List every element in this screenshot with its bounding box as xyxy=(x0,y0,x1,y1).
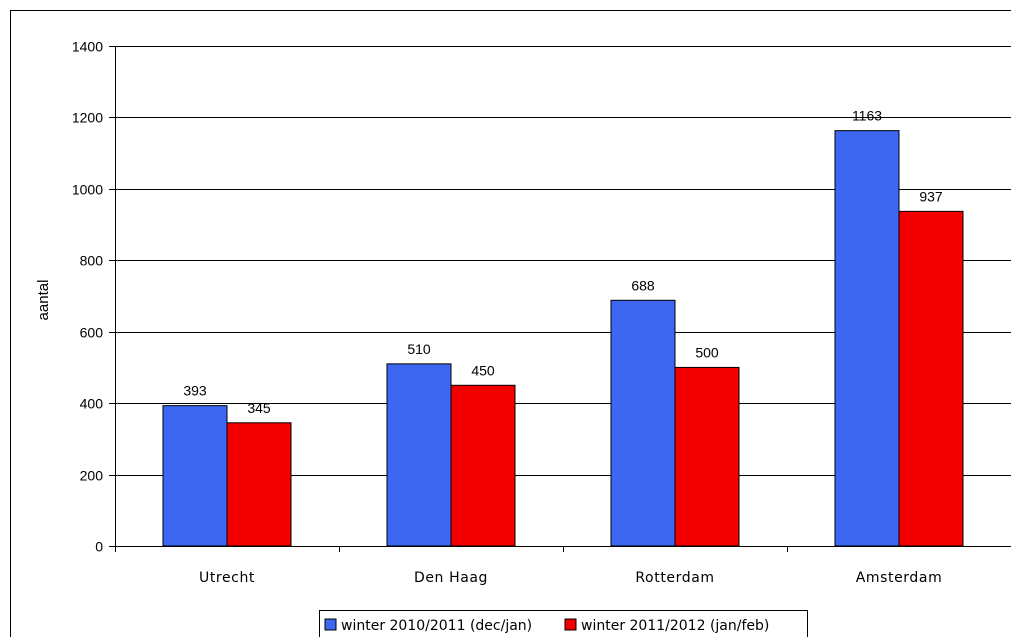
bar xyxy=(834,130,900,547)
data-label: 1163 xyxy=(852,108,882,124)
y-tick-label: 1200 xyxy=(72,110,103,126)
bar xyxy=(610,299,676,547)
y-tick-label: 200 xyxy=(80,468,104,484)
y-axis-title: aantal xyxy=(35,280,52,321)
axes: 0 200 400 600 800 1000 1200 1400 Utrecht Den Haag… xyxy=(72,39,1011,586)
bar xyxy=(226,422,292,547)
y-tick-label: 400 xyxy=(80,396,104,412)
data-label: 937 xyxy=(919,188,943,204)
data-label: 345 xyxy=(247,400,271,416)
data-labels: 393 345 510 450 688 500 1163 937 xyxy=(183,108,943,416)
bar xyxy=(898,210,964,547)
bar xyxy=(674,366,740,547)
bar xyxy=(386,363,452,547)
legend: winter 2010/2011 (dec/jan) winter 2011/20… xyxy=(319,610,808,637)
legend-swatch xyxy=(324,618,337,631)
data-label: 393 xyxy=(183,383,207,399)
data-label: 510 xyxy=(407,341,431,357)
legend-entry: winter 2011/2012 (jan/feb) xyxy=(581,618,769,634)
data-label: 688 xyxy=(631,277,655,293)
bars xyxy=(162,130,964,547)
legend-box xyxy=(319,610,808,637)
y-tick-label: 1400 xyxy=(72,39,103,55)
legend-entry: winter 2010/2011 (dec/jan) xyxy=(341,618,532,634)
data-label: 500 xyxy=(695,344,719,360)
y-tick-label: 1000 xyxy=(72,182,103,198)
x-category-label: Den Haag xyxy=(414,570,488,586)
x-category-label: Rotterdam xyxy=(635,570,714,586)
y-tick-label: 0 xyxy=(95,539,103,555)
x-category-label: Amsterdam xyxy=(856,570,943,586)
bar xyxy=(162,405,228,547)
legend-swatch xyxy=(564,618,577,631)
data-label: 450 xyxy=(471,362,495,378)
x-category-label: Utrecht xyxy=(199,570,255,586)
bar xyxy=(450,384,516,547)
y-tick-label: 800 xyxy=(80,253,104,269)
y-tick-label: 600 xyxy=(80,325,104,341)
